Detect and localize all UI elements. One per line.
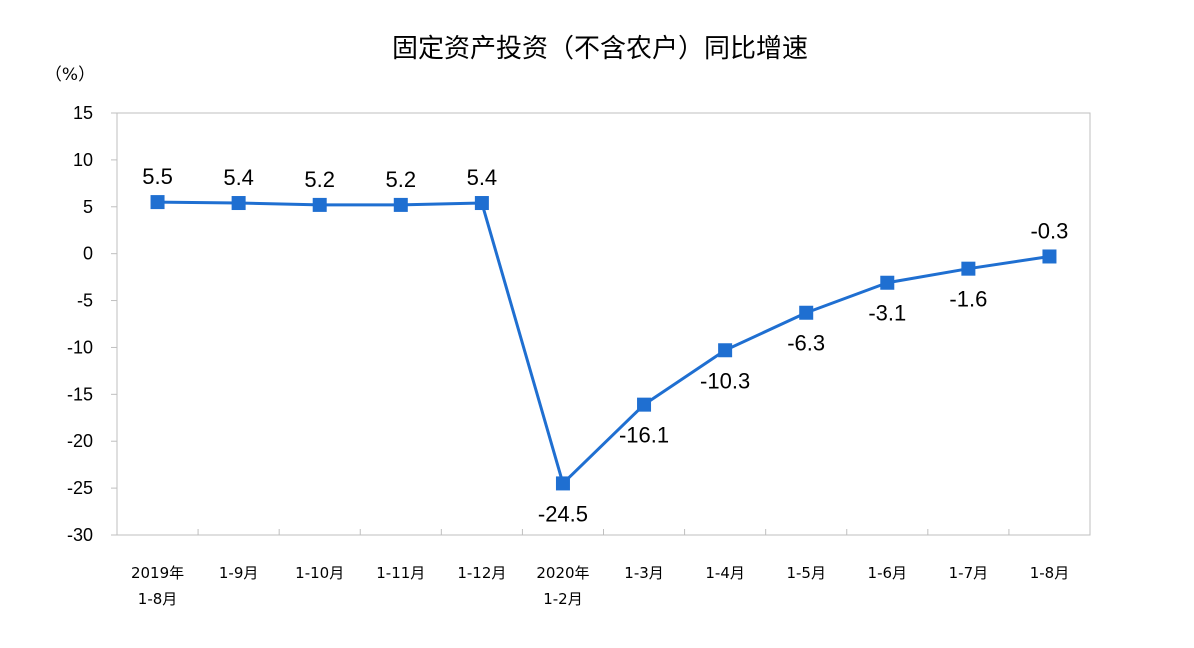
y-tick-label: 5 (83, 197, 93, 217)
data-label: -0.3 (1030, 218, 1068, 243)
data-point-marker (961, 261, 976, 276)
data-label: -16.1 (619, 423, 669, 448)
x-tick-label: 1-2月 (543, 590, 583, 608)
data-label: -3.1 (868, 301, 906, 326)
data-label: -10.3 (700, 368, 750, 393)
y-tick-label: -5 (77, 291, 93, 311)
y-unit-label: （%） (45, 65, 95, 85)
x-tick-label: 1-10月 (295, 564, 344, 582)
x-tick-label: 1-4月 (705, 564, 745, 582)
y-axis: 15 10 5 0 -5 -10 -15 -20 -25 -30 (67, 103, 117, 545)
x-tick-label: 1-3月 (624, 564, 664, 582)
x-tick-label: 1-6月 (868, 564, 908, 582)
data-point-marker (231, 196, 246, 211)
x-tick-label: 1-9月 (219, 564, 259, 582)
y-tick-label: -20 (67, 431, 93, 451)
data-point-marker (474, 196, 489, 211)
chart-title: 固定资产投资（不含农户）同比增速 (392, 34, 808, 64)
data-label: 5.4 (223, 165, 254, 190)
x-tick-label: 1-11月 (376, 564, 425, 582)
data-point-marker (637, 397, 652, 412)
data-point-marker (1042, 249, 1057, 264)
data-label: 5.5 (142, 164, 173, 189)
series-line (157, 200, 1050, 485)
data-point-marker (880, 275, 895, 290)
y-tick-label: -15 (67, 384, 93, 404)
x-tick-label: 1-7月 (949, 564, 989, 582)
data-label: -6.3 (787, 331, 825, 356)
data-label: -24.5 (538, 501, 588, 526)
y-tick-label: 10 (73, 150, 93, 170)
data-label: 5.2 (385, 167, 416, 192)
data-label: 5.4 (467, 165, 498, 190)
data-label: 5.2 (304, 167, 335, 192)
y-tick-label: -30 (67, 525, 93, 545)
x-tick-label: 1-12月 (457, 564, 506, 582)
x-tick-label: 2019年 (131, 564, 184, 582)
data-label: -1.6 (949, 287, 987, 312)
data-point-marker (312, 197, 327, 212)
x-tick-label: 1-8月 (1030, 564, 1070, 582)
plot-area (116, 112, 1091, 536)
y-tick-label: -10 (67, 337, 93, 357)
x-axis: 2019年 1-8月 1-9月 1-10月 1-11月 1-12月 2020年 1-2月 1-3… (116, 529, 1091, 608)
data-labels: 5.5 5.4 5.2 5.2 5.4 -24.5 -16.1 -10.3 -6.3 -3.1 -1… (142, 164, 1068, 526)
x-tick-label: 2020年 (536, 564, 589, 582)
x-tick-label: 1-8月 (138, 590, 178, 608)
data-point-marker (150, 195, 165, 210)
y-tick-label: 15 (73, 103, 93, 123)
y-tick-label: 0 (83, 244, 93, 264)
data-markers (150, 195, 1057, 491)
data-point-marker (718, 343, 733, 358)
x-tick-label: 1-5月 (786, 564, 826, 582)
y-tick-label: -25 (67, 478, 93, 498)
data-point-marker (393, 197, 408, 212)
data-point-marker (555, 476, 570, 491)
data-point-marker (799, 305, 814, 320)
